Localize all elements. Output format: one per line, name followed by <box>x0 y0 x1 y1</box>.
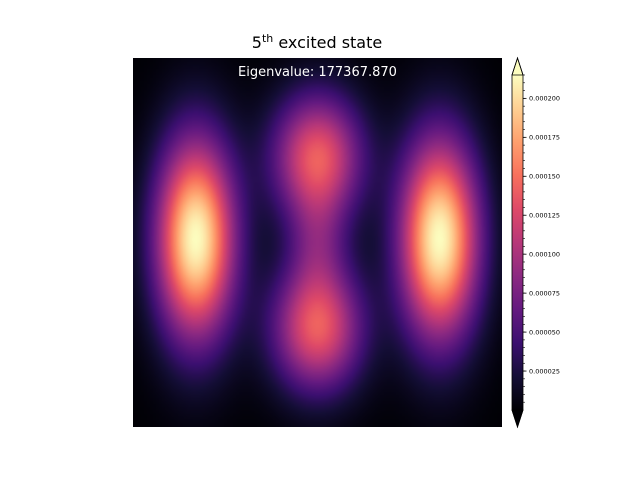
colorbar: 0.000025 0.000050 0.000075 0.000100 0.000125… <box>511 56 560 429</box>
colorbar-tick-label: 0.000025 <box>529 367 560 375</box>
colorbar-fill <box>512 75 523 410</box>
colorbar-tick-label: 0.000200 <box>529 95 560 103</box>
colorbar-tick-label: 0.000075 <box>529 289 560 297</box>
chart-title-base: 5 <box>252 33 262 52</box>
colorbar-outline <box>511 56 524 429</box>
colorbar-tick-label: 0.000125 <box>529 212 560 220</box>
colorbar-extend-bottom <box>511 409 524 429</box>
colorbar-extend-top <box>511 56 524 76</box>
colorbar-tick-label: 0.000050 <box>529 328 560 336</box>
eigenvalue-annotation: Eigenvalue: 177367.870 <box>238 65 397 80</box>
heatmap-image <box>133 58 502 427</box>
chart-title-rest: excited state <box>273 33 382 52</box>
colorbar-tick-label: 0.000100 <box>529 250 560 258</box>
chart-title: 5th excited state <box>252 32 382 52</box>
chart-title-superscript: th <box>262 32 273 45</box>
colorbar-tick-label: 0.000175 <box>529 134 560 142</box>
colorbar-tick-label: 0.000150 <box>529 173 560 181</box>
heatmap-plot <box>133 58 502 427</box>
colorbar-major-ticks: 0.000025 0.000050 0.000075 0.000100 0.000125… <box>523 95 560 375</box>
